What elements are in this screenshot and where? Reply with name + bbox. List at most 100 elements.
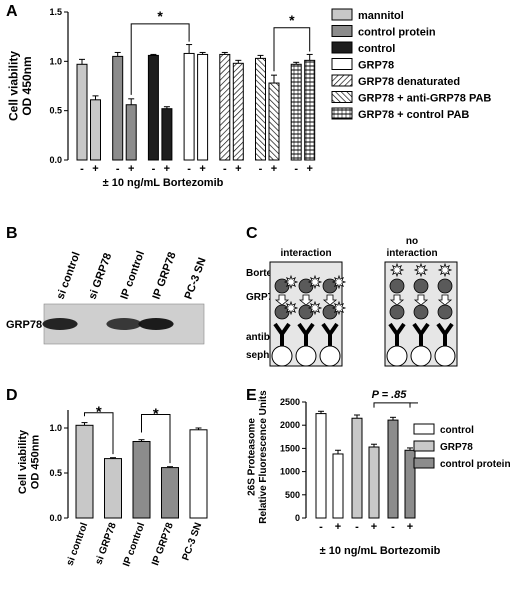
panel-letter-b: B [6,225,18,242]
bortezomib-icon [331,274,347,290]
bar-grp78-control-pab-0 [290,63,302,161]
legend-swatch-mannitol [331,8,353,21]
significance-star: * [153,406,159,423]
sepharose-bead [410,345,432,367]
chart-d-x-label-ip-grp78: IP GRP78 [150,521,176,567]
legend-swatch-grp78-control-pab [331,107,353,120]
bar-grp78-control-pab-1 [304,59,316,161]
antibody [388,322,406,346]
grp78-bound [413,304,429,320]
legend-swatch-grp78 [331,58,353,70]
schematic-row-grp78: GRP78 [246,292,279,303]
chart-d-y-title-line: Cell viability [17,429,29,494]
chart-e-x-title: ± 10 ng/mL Bortezomib [320,545,441,557]
chart-e-y-tick-label: 500 [285,490,300,500]
chart-a-y-title: Cell viabilityOD 450nm [6,51,34,121]
arrow-icon [413,294,429,306]
chart-e-legend: control GRP78 control protein [413,423,511,470]
legend-swatch-control [331,41,353,54]
chart-a-y-title-line: OD 450nm [20,56,34,115]
chart-a-y-tick-label: 1.0 [49,56,62,66]
blot-row-label: GRP78 [6,319,42,331]
treatment-label: + [271,163,277,175]
chart-a-y-tick-label: 1.5 [49,7,62,17]
panel-letter-a: A [6,3,18,20]
blot-lane-label-ip-control: IP control [119,249,148,301]
bortezomib-icon [307,274,323,290]
chart-a-y-tick-label: 0.5 [49,106,62,116]
antibody [412,322,430,346]
bar-grp78-denaturated-0 [219,53,231,161]
bar-grp78-1 [197,53,209,161]
schematic-col-interaction: interaction [280,248,331,259]
treatment-label: - [259,163,263,175]
chart-a-x-title: ± 10 ng/mL Bortezomib [103,177,224,189]
legend-swatch-grp78 [413,440,435,452]
arrow-icon [437,294,453,306]
antibody [297,322,315,346]
legend-swatch-control [413,423,435,435]
sepharose-bead [386,345,408,367]
legend-label-grp78-control-pab: GRP78 + control PAB [358,109,469,121]
treatment-label: + [164,163,170,175]
significance-star: * [96,404,102,421]
arrow-icon [298,294,314,306]
treatment-label: - [152,163,156,175]
chart-d-y-title: Cell viabilityOD 450nm [17,429,42,494]
pvalue-bracket [373,402,411,408]
legend-label-grp78-denaturated: GRP78 denaturated [358,76,460,88]
legend-label-control-protein: control protein [440,459,511,470]
treatment-label: + [128,163,134,175]
legend-label-grp78: GRP78 [440,442,473,453]
treatment-label: - [391,521,395,533]
bortezomib-icon [283,274,299,290]
bar-mannitol-1 [90,99,101,161]
bortezomib-icon [437,262,453,278]
legend-swatch-control-protein [331,25,353,37]
chart-e-y-tick-label: 2500 [280,397,300,407]
bar-ip-control [132,441,151,519]
chart-d-y-tick-label: 1.0 [49,423,62,433]
sepharose-bead [271,345,293,367]
antibody [436,322,454,346]
bar-control-1 [161,108,173,161]
bar-grp78-0 [183,52,195,161]
chart-e-y-title: 26S ProteasomeRelative Fluorescence Unit… [247,390,270,524]
chart-e-y-title-line: 26S Proteasome [247,418,258,496]
treatment-label: + [306,163,312,175]
bar-mannitol-0 [76,63,88,161]
treatment-label: + [407,521,413,533]
grp78-free [389,278,405,294]
treatment-label: + [199,163,205,175]
blot-band-si-control [42,318,78,330]
bortezomib-icon [389,262,405,278]
legend-label-control-protein: control protein [358,27,436,39]
legend-swatch-control-protein [413,457,435,469]
significance-bracket [84,412,114,455]
bortezomib-icon [413,262,429,278]
chart-d-x-label-ip-control: IP control [121,521,147,568]
pvalue-annotation: P = .85 [372,389,408,401]
sepharose-bead [295,345,317,367]
chart-d-y-tick-label: 0.5 [49,468,62,478]
treatment-label: + [92,163,98,175]
panel-letter-c: C [246,225,258,242]
bortezomib-icon [283,300,299,316]
bar-grp78-0 [351,417,363,519]
treatment-label: - [187,163,191,175]
legend-label-control: control [358,43,395,55]
treatment-label: - [223,163,227,175]
legend-label-grp78-anti-grp78-pab: GRP78 + anti-GRP78 PAB [358,93,491,105]
significance-star: * [289,12,295,28]
bortezomib-icon [331,300,347,316]
bar-control-protein-1 [125,104,137,161]
bar-grp78-anti-grp78-pab-1 [268,82,280,161]
treatment-label: + [235,163,241,175]
chart-e-y-tick-label: 1000 [280,467,300,477]
grp78-free [437,278,453,294]
panel-letter-e: E [246,387,257,404]
arrow-icon [322,294,338,306]
antibody [273,322,291,346]
blot-band-ip-grp78 [138,318,174,330]
